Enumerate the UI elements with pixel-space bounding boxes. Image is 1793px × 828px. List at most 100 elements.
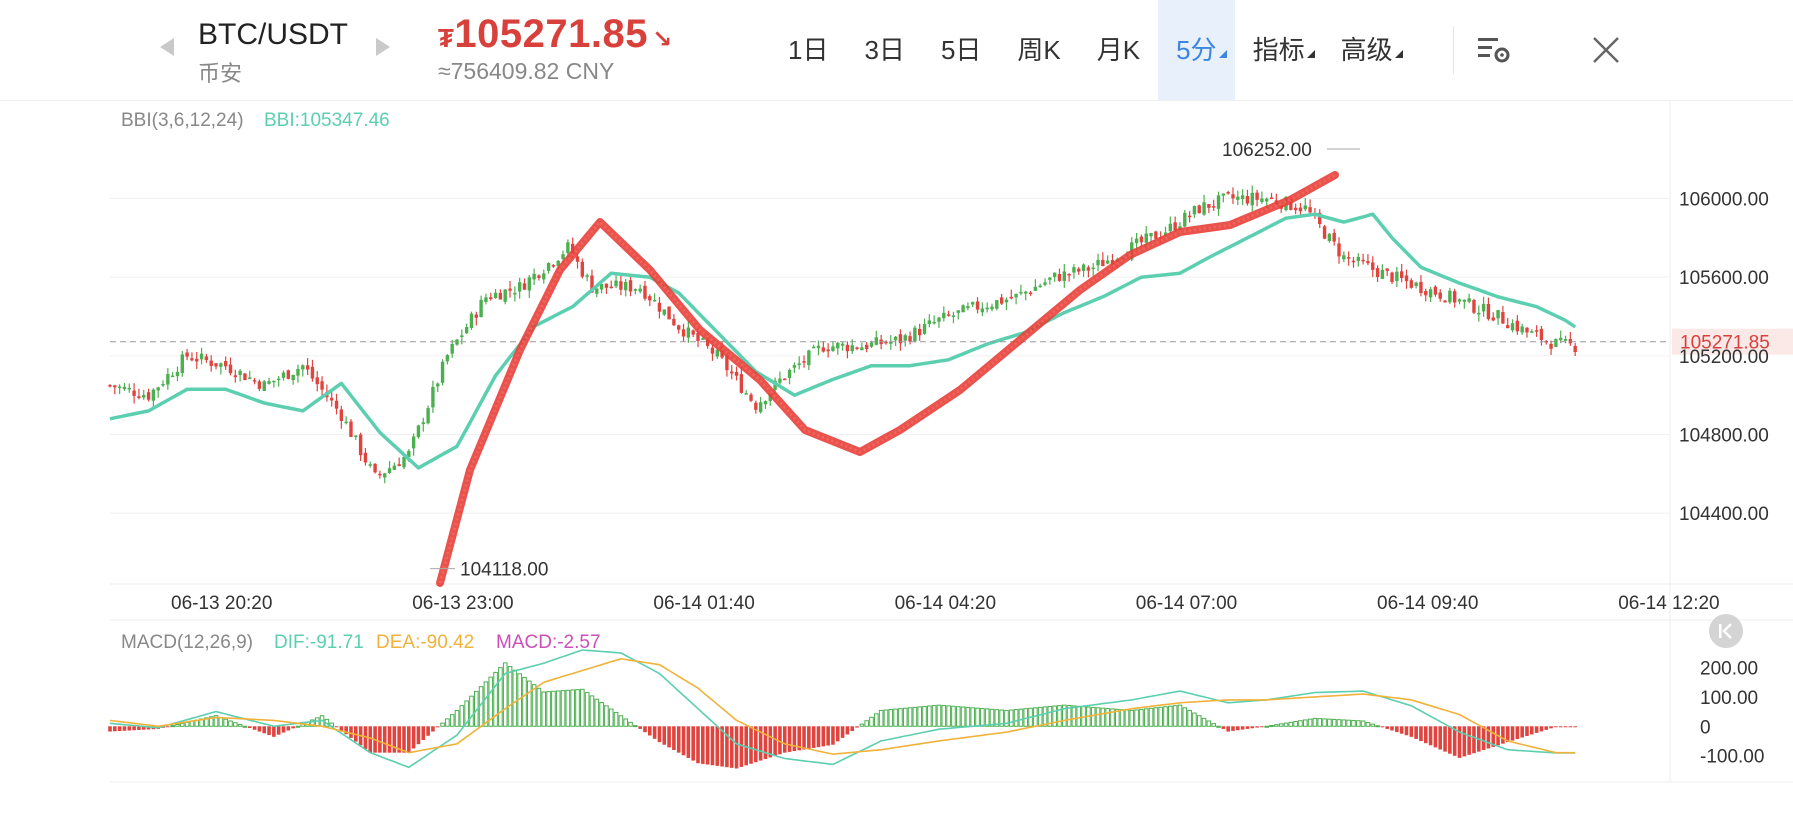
tab-indicators[interactable]: 指标	[1235, 0, 1323, 100]
candle-body	[248, 377, 252, 379]
macd-bar	[778, 726, 782, 755]
tab-weekly[interactable]: 周K	[999, 0, 1078, 100]
macd-bar	[242, 725, 248, 728]
candle-body	[344, 421, 348, 424]
macd-bar	[469, 695, 474, 727]
macd-bar	[797, 726, 802, 751]
candle-body	[1395, 271, 1399, 282]
macd-bar	[1486, 726, 1491, 749]
tab-advanced[interactable]: 高级	[1323, 0, 1411, 100]
candle-body	[363, 452, 368, 463]
candle-body	[951, 315, 956, 317]
tab-3d[interactable]: 3日	[846, 0, 922, 100]
candle-body	[1361, 259, 1365, 262]
candle-body	[1187, 215, 1192, 218]
candle-body	[942, 312, 946, 319]
macd-bar	[1163, 706, 1168, 727]
macd-bar	[691, 726, 695, 761]
candle-body	[624, 281, 628, 291]
macd-bar	[975, 707, 980, 727]
candle-body	[937, 317, 941, 322]
candle-body	[262, 381, 266, 392]
macd-bar	[951, 705, 956, 727]
candle-body	[214, 363, 218, 367]
macd-bar	[1530, 726, 1534, 735]
tab-1d[interactable]: 1日	[770, 0, 846, 100]
candle-body	[1110, 260, 1115, 265]
macd-bar	[604, 705, 609, 727]
candle-body	[537, 275, 541, 278]
macd-bar	[541, 691, 547, 727]
macd-bar	[1355, 720, 1361, 727]
macd-bar	[1172, 705, 1178, 727]
tab-monthly[interactable]: 月K	[1079, 0, 1158, 100]
candle-body	[1544, 340, 1548, 343]
tab-label: 高级	[1340, 35, 1393, 65]
macd-bar	[705, 726, 710, 765]
candle-body	[161, 384, 165, 386]
macd-bar	[1298, 720, 1303, 727]
candle-body	[1139, 236, 1144, 243]
candle-body	[1308, 207, 1312, 213]
candle-body	[980, 308, 985, 313]
candle-body	[1062, 271, 1066, 281]
tab-5d[interactable]: 5日	[923, 0, 999, 100]
macd-bar	[816, 726, 821, 748]
candle-body	[156, 387, 160, 391]
candle-body	[946, 314, 951, 316]
macd-bar	[334, 726, 339, 728]
candle-body	[296, 368, 300, 376]
close-icon[interactable]	[1586, 30, 1626, 70]
macd-bar	[454, 709, 460, 727]
dif-line	[109, 649, 1576, 769]
macd-bar	[208, 716, 214, 727]
macd-bar	[1419, 726, 1423, 742]
macd-bar	[397, 726, 401, 753]
candle-body	[1515, 320, 1520, 332]
tab-label: 指标	[1252, 35, 1305, 65]
candle-body	[932, 321, 936, 324]
macd-bar	[1423, 726, 1428, 744]
candle-body	[1269, 197, 1274, 200]
price-tick-label: 105600.00	[1679, 268, 1769, 289]
macd-bar	[575, 689, 580, 727]
macd-bar	[686, 726, 691, 758]
prev-symbol-button[interactable]	[160, 38, 174, 56]
macd-bar	[1438, 726, 1443, 750]
candle-body	[513, 292, 517, 295]
macd-bar	[763, 726, 768, 760]
candle-body	[966, 306, 970, 309]
macd-bar	[787, 726, 792, 752]
candle-body	[619, 281, 623, 290]
candle-body	[614, 280, 618, 287]
macd-bar	[729, 726, 734, 768]
candle-body	[1293, 207, 1298, 211]
macd-bar	[435, 726, 440, 728]
macd-bar	[1231, 726, 1235, 731]
macd-bar	[1385, 726, 1390, 729]
macd-bar	[1124, 709, 1130, 727]
macd-bar	[488, 676, 494, 727]
candle-body	[961, 305, 965, 313]
tab-5min[interactable]: 5分	[1158, 0, 1235, 100]
macd-bar	[237, 724, 243, 727]
candle-body	[1457, 299, 1462, 302]
macd-bar	[1100, 707, 1106, 727]
reset-icon[interactable]	[1709, 614, 1743, 648]
chart-settings-icon[interactable]	[1474, 30, 1514, 70]
candle-body	[797, 363, 801, 365]
candle-body	[479, 299, 483, 318]
macd-value: MACD:-2.57	[496, 632, 601, 653]
candle-body	[137, 396, 141, 398]
macd-bar	[349, 726, 353, 738]
candle-body	[1265, 198, 1269, 202]
candle-body	[652, 299, 657, 302]
next-symbol-button[interactable]	[376, 38, 390, 56]
macd-bar	[1105, 708, 1110, 727]
macd-bar	[859, 723, 865, 727]
macd-bar	[531, 684, 537, 727]
macd-bar	[1221, 726, 1226, 729]
price-tick-label: 105200.00	[1679, 347, 1769, 368]
macd-bar	[1414, 726, 1418, 739]
